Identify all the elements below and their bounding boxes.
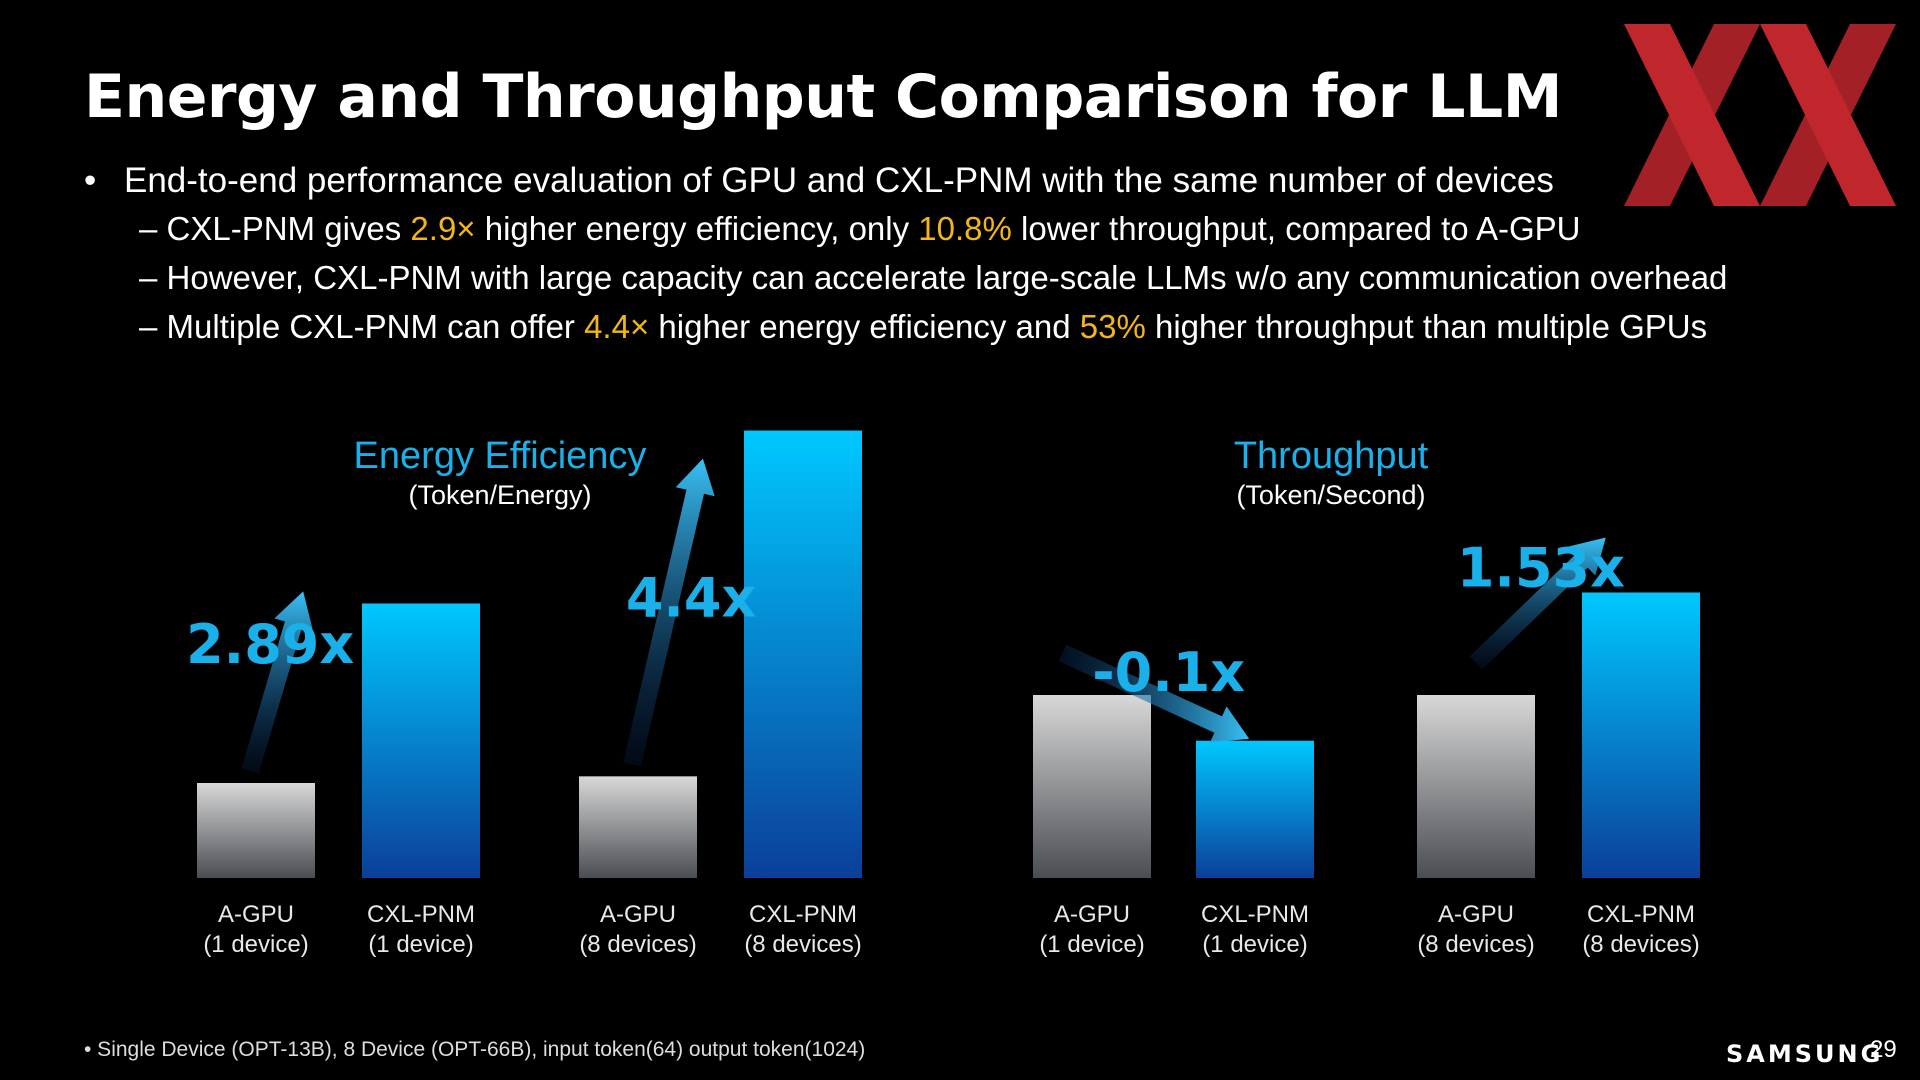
- annotation-arrow: [241, 591, 313, 774]
- sub1-highlight-2: 10.8%: [918, 210, 1012, 247]
- annotation-label: 4.4x: [626, 566, 757, 629]
- bullet-sub-3: – Multiple CXL-PNM can offer 4.4× higher…: [139, 308, 1708, 345]
- footnote: • Single Device (OPT-13B), 8 Device (OPT…: [84, 1038, 866, 1061]
- category-label: (8 devices): [1582, 931, 1699, 958]
- bar-a-gpu-0: [197, 783, 315, 878]
- category-label: CXL-PNM: [367, 901, 475, 928]
- bar-cxl-pnm-3: [744, 430, 862, 878]
- sub1-text-a: CXL-PNM gives: [166, 210, 411, 247]
- sub3-text-a: Multiple CXL-PNM can offer: [166, 308, 585, 345]
- sub1-text-b: higher energy efficiency, only: [475, 210, 919, 247]
- annotation-arrow: [623, 458, 715, 767]
- xx-logo: [1624, 24, 1896, 206]
- category-label: CXL-PNM: [749, 901, 857, 928]
- page-number: 29: [1870, 1036, 1897, 1063]
- annotation-label: -0.1x: [1092, 641, 1245, 704]
- sub3-highlight-1: 4.4×: [584, 308, 650, 345]
- bar-cxl-pnm-1: [362, 603, 480, 878]
- annotation-label: 1.53x: [1457, 537, 1625, 600]
- chart-energy-efficiency: Energy Efficiency(Token/Energy) A-GPU (1 d…: [186, 430, 862, 958]
- bar-a-gpu-2: [1417, 695, 1535, 878]
- chart-throughput: Throughput(Token/Second) A-GPU (1 device) C…: [1033, 435, 1700, 958]
- chart-subtitle: (Token/Second): [1236, 480, 1425, 510]
- category-label: CXL-PNM: [1587, 901, 1695, 928]
- bar-a-gpu-2: [579, 776, 697, 878]
- annotation-arrow: [1058, 644, 1250, 743]
- category-label: A-GPU: [600, 901, 676, 928]
- category-label: (8 devices): [744, 931, 861, 958]
- category-label: (1 device): [1202, 931, 1307, 958]
- category-label: (8 devices): [1417, 931, 1534, 958]
- category-label: (8 devices): [579, 931, 696, 958]
- sub3-text-b: higher energy efficiency and: [649, 308, 1080, 345]
- sub3-text-c: higher throughput than multiple GPUs: [1145, 308, 1708, 345]
- sub3-highlight-2: 53%: [1079, 308, 1146, 345]
- samsung-logo: SAMSUNG: [1726, 1040, 1884, 1068]
- sub1-highlight-1: 2.9×: [410, 210, 476, 247]
- chart-title: Energy Efficiency: [354, 435, 647, 477]
- bullet-sub-1: – CXL-PNM gives 2.9× higher energy effic…: [139, 210, 1581, 247]
- category-label: (1 device): [368, 931, 473, 958]
- annotation-label: 2.89x: [186, 613, 354, 676]
- bullet-main: • End-to-end performance evaluation of GP…: [84, 161, 1554, 200]
- category-label: (1 device): [203, 931, 308, 958]
- chart-subtitle: (Token/Energy): [408, 480, 591, 510]
- bar-cxl-pnm-1: [1196, 740, 1314, 878]
- bar-cxl-pnm-3: [1582, 592, 1700, 878]
- bullet-sub-2: – However, CXL-PNM with large capacity c…: [139, 259, 1728, 296]
- sub1-text-c: lower throughput, compared to A-GPU: [1011, 210, 1581, 247]
- bullet-list: • End-to-end performance evaluation of GP…: [84, 158, 1880, 351]
- bar-a-gpu-0: [1033, 695, 1151, 878]
- slide-title: Energy and Throughput Comparison for LLM: [84, 62, 1562, 132]
- charts-area: Energy Efficiency(Token/Energy) A-GPU (1 d…: [186, 430, 1700, 958]
- sub2-text: However, CXL-PNM with large capacity can…: [166, 259, 1728, 296]
- category-label: CXL-PNM: [1201, 901, 1309, 928]
- bullet-main-text: End-to-end performance evaluation of GPU…: [124, 161, 1554, 200]
- category-label: A-GPU: [1438, 901, 1514, 928]
- annotation-arrow: [1469, 537, 1606, 670]
- category-label: A-GPU: [1054, 901, 1130, 928]
- category-label: (1 device): [1039, 931, 1144, 958]
- category-label: A-GPU: [218, 901, 294, 928]
- chart-title: Throughput: [1234, 435, 1429, 477]
